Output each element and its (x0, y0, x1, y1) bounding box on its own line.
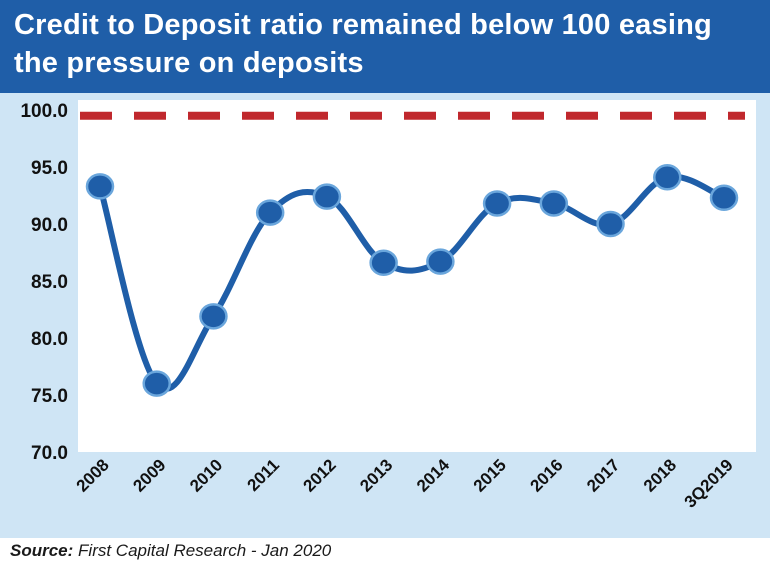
x-tick-label: 2017 (583, 455, 623, 495)
data-point (596, 210, 625, 238)
series-line (97, 173, 727, 392)
y-tick-label: 100.0 (20, 101, 68, 122)
source-note: Source: First Capital Research - Jan 202… (10, 541, 331, 561)
x-tick-label: 2015 (470, 455, 510, 495)
x-tick-label: 2012 (300, 455, 340, 495)
data-point (426, 248, 455, 275)
y-tick-label: 80.0 (31, 329, 68, 350)
y-tick-label: 70.0 (31, 443, 68, 464)
source-label: Source: (10, 541, 74, 560)
plot-area (78, 100, 756, 452)
x-tick-label: 2013 (356, 455, 396, 495)
x-tick-label: 2016 (526, 455, 566, 495)
data-point (653, 164, 682, 191)
data-point (85, 173, 115, 200)
x-tick-label: 2011 (243, 455, 283, 495)
data-point (482, 190, 512, 217)
chart-title-line-2: the pressure on deposits (14, 47, 364, 79)
y-axis: 100.0 95.0 90.0 85.0 80.0 75.0 70.0 (20, 101, 68, 464)
x-tick-label: 3Q2019 (681, 455, 737, 511)
source-text: First Capital Research - Jan 2020 (78, 541, 332, 560)
y-tick-label: 95.0 (31, 158, 68, 179)
data-point (199, 303, 228, 330)
y-tick-label: 75.0 (31, 386, 68, 407)
data-point (255, 199, 285, 226)
data-point (369, 249, 398, 277)
y-tick-label: 85.0 (31, 272, 68, 293)
y-tick-label: 90.0 (31, 215, 68, 236)
chart-header: Credit to Deposit ratio remained below 1… (0, 0, 770, 93)
x-tick-label: 2008 (73, 455, 113, 495)
series-group (85, 164, 739, 397)
x-tick-label: 2009 (129, 455, 169, 495)
x-tick-label: 2014 (413, 455, 454, 496)
x-axis: 2008 2009 2010 2011 2012 2013 2014 2015 2016 2017… (73, 455, 737, 512)
chart-title-line-1: Credit to Deposit ratio remained below 1… (14, 9, 712, 41)
x-tick-label: 2010 (186, 455, 226, 495)
data-point (539, 190, 569, 217)
data-point (142, 370, 171, 397)
data-point (312, 183, 342, 210)
data-point (709, 184, 739, 212)
x-tick-label: 2018 (640, 455, 680, 495)
